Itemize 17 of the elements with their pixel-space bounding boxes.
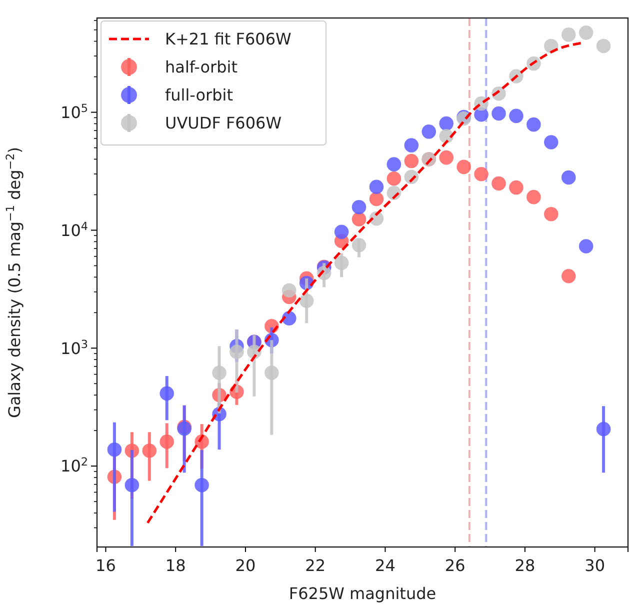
y-tick-label: 10$^{5}$ — [60, 101, 88, 122]
x-tick-label: 30 — [584, 556, 605, 575]
x-tick-label: 24 — [375, 556, 396, 575]
legend-label: K+21 fit F606W — [165, 30, 292, 49]
y-tick-label: 10$^{3}$ — [60, 337, 88, 358]
x-tick-label: 20 — [235, 556, 256, 575]
x-tick-label: 26 — [444, 556, 466, 575]
legend-label: full-orbit — [165, 86, 233, 105]
x-tick-label: 28 — [514, 556, 536, 575]
x-tick-label: 16 — [96, 556, 116, 575]
legend-label: UVUDF F606W — [165, 114, 282, 133]
y-tick-label: 10$^{4}$ — [60, 219, 88, 240]
y-tick-label: 10$^{2}$ — [60, 455, 88, 476]
x-tick-label: 18 — [165, 556, 186, 575]
x-tick-label: 22 — [305, 556, 326, 575]
legend-label: half-orbit — [165, 58, 238, 77]
x-axis-title: F625W magnitude — [288, 584, 436, 603]
